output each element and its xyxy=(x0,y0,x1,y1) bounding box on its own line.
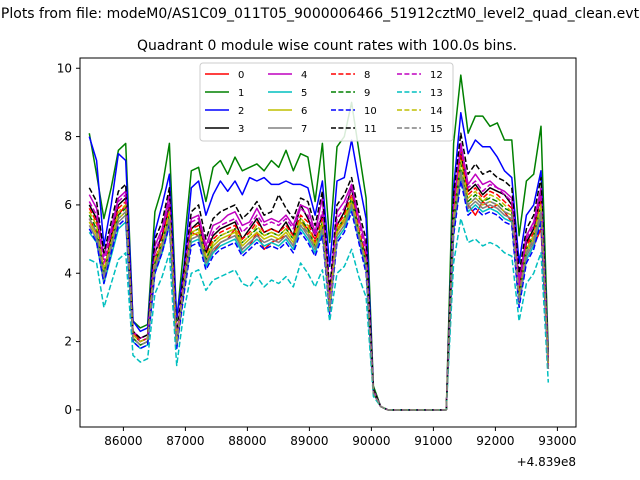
chart-title: Quadrant 0 module wise count rates with … xyxy=(137,38,517,54)
y-tick-label: 10 xyxy=(57,61,72,75)
series-line-2 xyxy=(88,111,550,411)
legend-label-10: 10 xyxy=(364,106,377,117)
legend-label-0: 0 xyxy=(238,70,244,81)
x-tick-label: 93000 xyxy=(538,434,576,448)
x-tick-label: 90000 xyxy=(352,434,390,448)
legend-label-14: 14 xyxy=(430,106,443,117)
series-line-11 xyxy=(88,132,550,411)
legend-label-12: 12 xyxy=(430,70,443,81)
x-tick-label: 89000 xyxy=(290,434,328,448)
legend-label-13: 13 xyxy=(430,88,443,99)
series-line-1 xyxy=(88,74,550,411)
legend-label-2: 2 xyxy=(238,106,244,117)
series-line-14 xyxy=(88,159,550,411)
legend-label-3: 3 xyxy=(238,124,244,135)
y-tick-label: 8 xyxy=(64,130,72,144)
legend-label-5: 5 xyxy=(301,88,307,99)
legend-label-1: 1 xyxy=(238,88,244,99)
legend-label-15: 15 xyxy=(430,124,443,135)
legend-label-8: 8 xyxy=(364,70,370,81)
plot-frame xyxy=(79,57,577,428)
series-line-4 xyxy=(88,142,550,411)
x-axis: 86000 87000 88000 89000 90000 91000 92000 93000 xyxy=(104,427,576,448)
legend-label-11: 11 xyxy=(364,124,377,135)
x-offset-label: +4.839e8 xyxy=(517,455,576,469)
y-axis: 0 2 4 6 8 10 xyxy=(57,61,80,417)
legend-label-9: 9 xyxy=(364,88,370,99)
series-line-12 xyxy=(88,146,550,411)
x-tick-label: 92000 xyxy=(476,434,514,448)
y-tick-label: 6 xyxy=(64,198,72,212)
series-layer xyxy=(88,74,550,411)
x-tick-label: 87000 xyxy=(166,434,204,448)
y-tick-label: 4 xyxy=(64,266,72,280)
series-line-8 xyxy=(88,149,550,411)
legend-label-7: 7 xyxy=(301,124,307,135)
figure-suptitle: Plots from file: modeM0/AS1C09_011T05_90… xyxy=(1,6,640,22)
series-line-13 xyxy=(88,217,550,411)
y-tick-label: 2 xyxy=(64,335,72,349)
series-line-15 xyxy=(88,170,550,411)
legend-box xyxy=(199,62,454,142)
legend-label-4: 4 xyxy=(301,70,307,81)
x-tick-label: 88000 xyxy=(228,434,266,448)
x-tick-label: 91000 xyxy=(414,434,452,448)
x-tick-label: 86000 xyxy=(104,434,142,448)
legend-label-6: 6 xyxy=(301,106,307,117)
y-tick-label: 0 xyxy=(64,403,72,417)
series-line-10 xyxy=(88,180,550,411)
